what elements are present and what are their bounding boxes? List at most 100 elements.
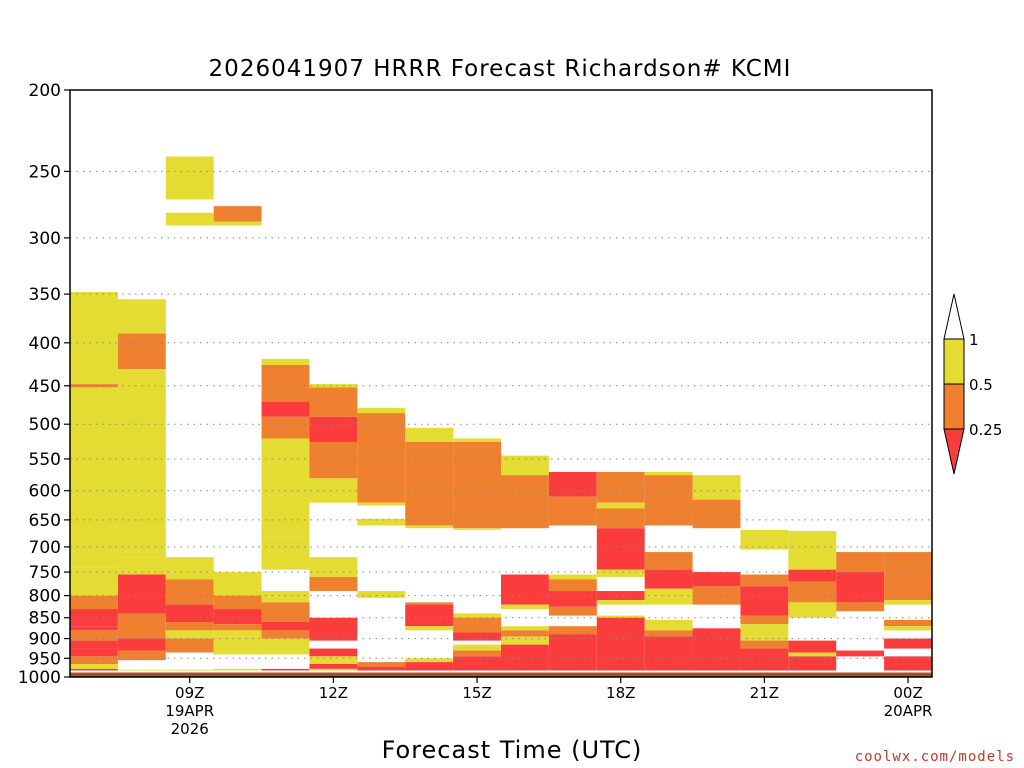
y-tick-label: 800 [29,587,61,607]
ri-cell [836,552,885,573]
ri-cell [740,624,789,641]
ri-cell [453,644,501,651]
ri-cell [70,387,118,568]
ri-cell [644,619,693,631]
ri-cell [70,567,118,585]
ri-cell [884,626,932,631]
x-tick-label: 21Z [750,684,779,702]
ground-surface [70,671,932,677]
ri-cell [70,668,118,672]
ri-cell [165,156,214,200]
ri-cell [453,656,501,672]
ri-cell [453,528,501,530]
ri-cell [117,369,166,558]
ri-cell [261,621,310,631]
ri-cell [261,668,310,672]
ri-cell [213,668,262,672]
ri-cell [70,640,118,649]
ri-cell [596,502,645,509]
ri-cell [309,664,358,669]
ri-cell [501,574,549,605]
ri-cell [644,636,693,672]
ri-cell [692,499,741,529]
ri-cell [548,634,597,672]
ri-cell [165,604,214,622]
y-tick-label: 1000 [18,668,61,688]
y-tick-label: 250 [29,162,61,182]
ri-cell [740,615,789,625]
ri-cell [596,615,645,618]
y-tick-label: 200 [29,81,61,101]
y-tick-label: 850 [29,609,61,629]
ri-cell [213,572,262,596]
y-tick-label: 650 [29,511,61,531]
ri-cell [165,638,214,653]
ri-cell [357,413,406,503]
ri-cell [788,656,837,672]
ri-cell [117,613,166,639]
ri-cell [70,626,118,631]
y-tick-label: 700 [29,538,61,558]
ri-cell [117,650,166,661]
ri-cell [261,401,310,417]
y-tick-label: 300 [29,229,61,249]
legend-arrow-top [943,293,965,340]
legend-arrow-bottom [943,428,965,475]
ri-cell [405,441,454,526]
ri-cell [117,299,166,334]
ri-cell [453,617,501,633]
ri-cell [309,648,358,657]
ri-cell [740,648,789,665]
ri-cell [261,358,310,365]
ri-cell [596,617,645,672]
ri-cell [70,656,118,665]
x-tick-label: 18Z [606,684,635,702]
ri-cell [309,416,358,442]
plot-frame [69,89,933,678]
x-axis-label: Forecast Time (UTC) [382,736,643,764]
x-tick-label: 12Z [319,684,348,702]
ri-cell [548,574,597,580]
ri-cell [70,292,118,385]
ri-cell [309,384,358,388]
ri-cell [261,638,310,655]
ri-cell [884,600,932,605]
ri-cell [405,602,454,605]
ri-cell [788,569,837,582]
ri-cell [357,591,406,598]
ri-cell [596,600,645,605]
ri-cell [309,634,358,641]
ri-cell [596,591,645,601]
credit-link[interactable]: coolwx.com/models [855,749,1015,765]
ri-cell [501,604,549,610]
y-tick-label: 550 [29,450,61,470]
y-tick-label: 950 [29,649,61,669]
ri-cell [405,604,454,627]
ri-cell [548,471,597,497]
ri-cell [261,602,310,622]
ri-cell [884,619,932,627]
ri-cell [357,407,406,414]
ri-cell [836,572,885,603]
ri-cell [70,595,118,610]
ri-cell [740,640,789,649]
x-tick-label: 00Z [893,684,922,702]
legend-label: 0.25 [969,421,1002,439]
ri-cell [309,668,358,672]
ri-cell [740,586,789,616]
ri-cell [596,471,645,503]
ri-cell [596,508,645,529]
ri-cell [501,455,549,476]
grid [70,170,932,659]
ri-cell [309,576,358,592]
ri-cell [740,529,789,550]
ri-cell [453,650,501,657]
ri-cell [357,666,406,672]
ri-cell [70,609,118,627]
ri-cell [309,557,358,577]
ri-cell [548,579,597,592]
ri-cell [501,636,549,645]
ri-cell [309,656,358,665]
ri-cell [836,650,885,657]
